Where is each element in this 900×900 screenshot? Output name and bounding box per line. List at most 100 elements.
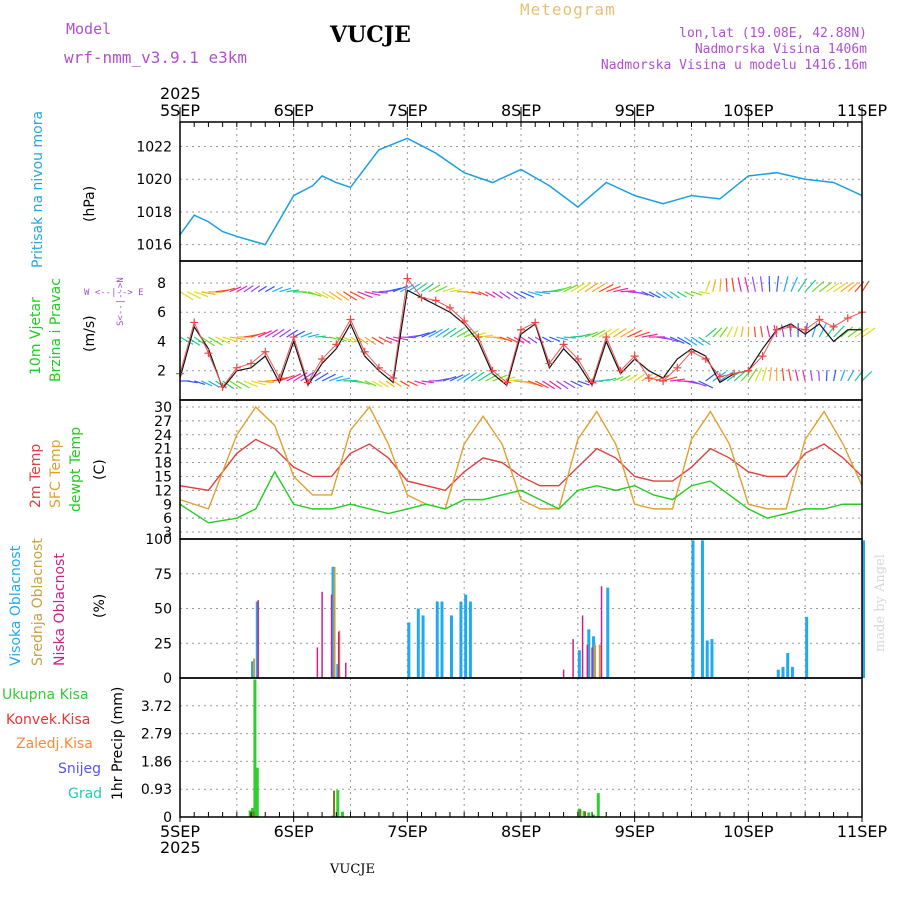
wind-arrow — [236, 380, 250, 389]
wind-arrow — [691, 336, 704, 346]
precip-tick-label: 1.86 — [141, 754, 172, 770]
wind-arrow — [577, 333, 591, 338]
wind-arrow — [335, 291, 350, 301]
wind-arrow — [215, 336, 231, 345]
wind-arrow — [825, 370, 828, 382]
wind-arrow — [760, 326, 764, 338]
wind-arrow — [669, 336, 685, 345]
wind-arrow — [733, 326, 739, 338]
cloud-low-bar — [586, 644, 589, 678]
wind-arrow — [222, 287, 236, 293]
wind-arrow — [670, 378, 686, 382]
pressure-tick-label: 1020 — [136, 172, 172, 188]
wind-gust-marker — [374, 363, 383, 372]
precip-tick-label: 0.93 — [141, 782, 172, 798]
cloud-high-bar — [776, 669, 780, 678]
wind-arrow — [257, 330, 272, 338]
wind-arrow — [641, 373, 654, 382]
cloud-high-bar — [781, 666, 785, 678]
wind-arrow — [584, 282, 599, 293]
wind-gust-marker — [517, 325, 525, 334]
wind-arrow — [747, 368, 758, 382]
wind-arrow — [208, 291, 223, 293]
wind-arrow — [641, 333, 658, 338]
wind-arrow — [286, 289, 300, 293]
wind-arrow — [357, 380, 371, 386]
wind-gust-marker — [232, 363, 241, 372]
wind-arrow — [442, 287, 455, 293]
wind-arrow — [329, 336, 340, 340]
wind-gust-marker — [616, 366, 625, 375]
cloud-high-bar — [449, 615, 453, 678]
wind-arrow — [407, 380, 418, 387]
cloud-mid-bar — [598, 644, 601, 678]
wind-arrow — [492, 291, 503, 299]
wind-arrow — [414, 332, 430, 338]
wind-arrow — [343, 379, 358, 382]
footer-station: VUCJE — [330, 862, 375, 877]
wind-arrow — [350, 291, 365, 300]
wind-gust-marker — [275, 374, 284, 383]
precip-legend-snow: Snijeg — [58, 761, 102, 777]
cloud-low-bar — [591, 647, 593, 678]
wind-arrow — [250, 331, 266, 338]
wind-arrow — [407, 283, 421, 293]
wind-arrow — [286, 373, 302, 382]
cloud-high-bar — [606, 587, 610, 678]
precip-conv-bar — [252, 811, 255, 817]
wind-gust-marker — [545, 359, 554, 368]
cloud-high-bar — [577, 650, 581, 678]
wind-arrow — [279, 328, 292, 338]
wind-arrow — [811, 322, 818, 338]
wind-arrow — [684, 291, 694, 297]
temp-tick-label: 18 — [154, 456, 172, 472]
wind-gust-marker — [801, 325, 810, 334]
wind-arrow — [371, 291, 388, 294]
wind-arrow — [520, 336, 531, 344]
wind-arrow — [364, 291, 381, 297]
precip-legend-frz: Zaledj.Kisa — [16, 736, 93, 752]
pressure-tick-label: 1016 — [136, 238, 172, 254]
wind-gust-marker — [474, 333, 483, 342]
precip-conv-bar — [579, 809, 582, 817]
wind-arrow — [279, 287, 292, 293]
wind-arrow — [541, 380, 556, 390]
cloud-mid-bar — [333, 566, 336, 678]
wind-arrow — [840, 326, 854, 338]
time-label-bottom: 8SEP — [501, 822, 541, 841]
wind-arrow — [258, 380, 274, 384]
wind-gust-marker — [488, 366, 497, 375]
wind-arrow — [818, 370, 820, 382]
wind-arrow — [194, 291, 209, 298]
wind-gust-marker — [715, 372, 724, 381]
cloud-high-bar — [440, 601, 444, 678]
cloud-tick-label: 0 — [163, 671, 172, 687]
wind-tick-label: 4 — [157, 334, 166, 350]
wind-arrow — [534, 336, 545, 344]
cloud-low-bar — [337, 632, 340, 678]
wind-arrow — [250, 380, 266, 386]
wind-arrow — [414, 380, 427, 386]
time-label-bottom: 9SEP — [615, 822, 655, 841]
wind-gust-marker — [644, 374, 653, 383]
wind-arrow — [286, 329, 299, 338]
wind-arrow — [797, 278, 808, 293]
model-name: wrf-nmm_v3.9.1 e3km — [64, 48, 248, 67]
wind-arrow — [343, 291, 358, 301]
wind-gust-marker — [588, 378, 597, 387]
wind-arrow — [499, 291, 511, 300]
temp-tick-label: 12 — [154, 483, 172, 499]
wind-arrow — [542, 336, 552, 343]
wind-arrow — [599, 378, 610, 382]
wind-arrow — [754, 367, 763, 382]
wind-gust-marker — [218, 382, 227, 391]
wind-arrow — [357, 291, 373, 299]
time-label-bottom: 11SEP — [837, 822, 888, 841]
wind-arrow — [598, 328, 612, 338]
wind-arrow — [744, 277, 749, 292]
wind-arrow — [208, 336, 223, 346]
wind-arrow — [499, 336, 513, 342]
wind-arrow — [314, 335, 326, 338]
station-title: VUCJE — [330, 22, 411, 48]
time-label-bottom: 7SEP — [387, 822, 427, 841]
